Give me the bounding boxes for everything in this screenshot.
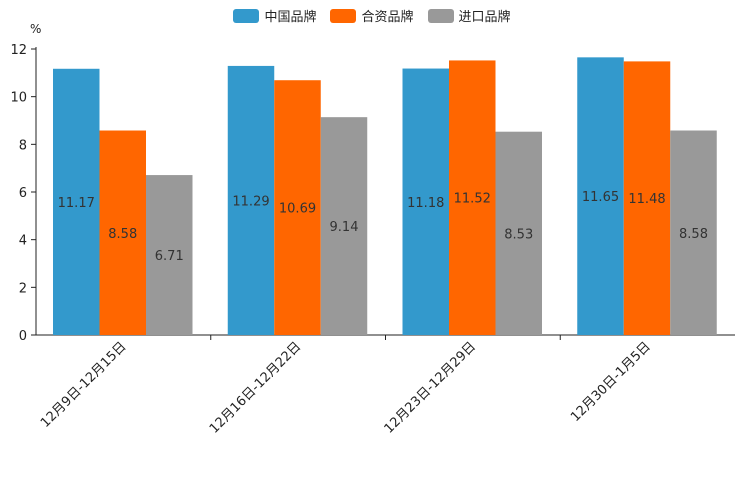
y-tick-label-12: 12 <box>10 43 27 58</box>
data-label-0-0: 11.17 <box>58 196 95 211</box>
data-label-1-2: 9.14 <box>330 220 359 235</box>
data-label-1-1: 10.69 <box>279 202 316 217</box>
y-axis-unit: % <box>30 22 42 36</box>
legend-item-jv[interactable]: 合资品牌 <box>330 6 414 25</box>
x-tick-label-1: 12月16日-12月22日 <box>207 339 304 436</box>
y-tick-label-8: 8 <box>19 138 27 153</box>
bar-0-0 <box>53 68 100 335</box>
bar-0-2 <box>146 175 193 335</box>
data-label-2-1: 11.52 <box>454 192 491 207</box>
bar-1-1 <box>274 80 321 335</box>
x-tick-label-3: 12月30日-1月5日 <box>568 339 654 425</box>
data-label-2-0: 11.18 <box>407 196 444 211</box>
legend-swatch-china <box>233 8 260 23</box>
data-label-0-2: 6.71 <box>155 249 184 264</box>
data-label-0-1: 8.58 <box>108 227 137 242</box>
y-tick-label-4: 4 <box>19 234 27 249</box>
bar-3-2 <box>670 130 717 335</box>
legend-label-import: 进口品牌 <box>458 10 511 25</box>
x-tick-label-2: 12月23日-12月29日 <box>382 339 479 436</box>
data-label-3-1: 11.48 <box>628 192 665 207</box>
data-label-1-0: 11.29 <box>232 194 269 209</box>
data-label-3-0: 11.65 <box>582 190 619 205</box>
bar-2-1 <box>449 60 496 335</box>
bar-1-0 <box>227 65 275 336</box>
legend-swatch-jv <box>330 8 357 23</box>
y-tick-label-0: 0 <box>19 329 27 344</box>
y-tick-label-6: 6 <box>19 186 27 201</box>
bar-2-0 <box>402 68 449 335</box>
data-label-2-2: 8.53 <box>504 227 533 242</box>
y-tick-label-10: 10 <box>10 91 27 106</box>
bar-2-2 <box>495 131 542 335</box>
legend: 中国品牌 合资品牌 进口品牌 <box>0 6 744 25</box>
x-tick-label-0: 12月9日-12月15日 <box>38 339 130 431</box>
legend-label-china: 中国品牌 <box>264 10 317 25</box>
bar-3-0 <box>577 57 624 335</box>
bar-3-1 <box>623 61 671 335</box>
legend-item-import[interactable]: 进口品牌 <box>427 6 511 25</box>
data-label-3-2: 8.58 <box>679 227 708 242</box>
bar-1-2 <box>320 117 368 335</box>
legend-item-china[interactable]: 中国品牌 <box>233 6 316 25</box>
legend-swatch-import <box>427 8 454 23</box>
legend-label-jv: 合资品牌 <box>361 10 414 25</box>
y-tick-label-2: 2 <box>19 281 27 296</box>
bar-0-1 <box>99 130 146 335</box>
